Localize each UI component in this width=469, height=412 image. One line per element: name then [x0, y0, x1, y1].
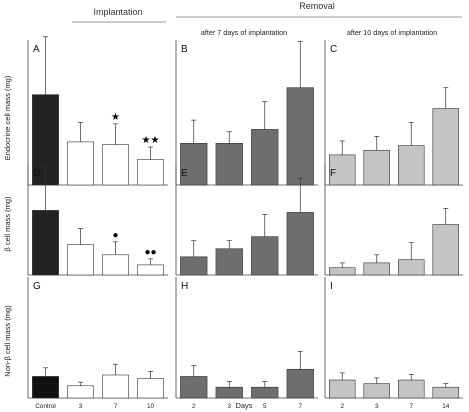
subheader-10-days: after 10 days of implantation	[347, 28, 437, 37]
panel-i-bar-3	[398, 379, 425, 399]
panel-a-significance-3: ★	[111, 112, 120, 123]
panel-i-label: I	[330, 281, 333, 292]
panel-d-label: D	[33, 168, 40, 179]
panel-i-tick-3: 7	[409, 403, 413, 410]
panel-b-label: B	[181, 44, 188, 55]
panel-h-bar-2	[215, 386, 243, 399]
panel-i-bar-1	[329, 379, 356, 399]
panel-e-bar-3	[251, 236, 279, 276]
panel-c-bar-3	[398, 145, 425, 186]
panel-f: F	[324, 164, 463, 276]
panel-c-bar-2	[363, 149, 390, 186]
panel-h: H 2 3 5 7	[175, 277, 318, 410]
panel-e-bar-2	[215, 248, 243, 276]
panel-g-tick-1: Control	[35, 403, 56, 410]
panel-d: D●●●	[27, 164, 168, 276]
panel-d-significance-4: ●●	[144, 247, 156, 258]
panel-f-bar-2	[363, 262, 390, 276]
panel-i-bar-2	[363, 383, 390, 399]
panel-e: E	[175, 164, 318, 276]
subheader-7-days: after 7 days of implantation	[201, 28, 287, 37]
panel-f-bar-3	[398, 259, 425, 276]
panel-d-bar-3	[102, 254, 129, 276]
panel-i: I 2 3 7 14	[324, 277, 463, 410]
panel-b: B	[175, 40, 318, 186]
panel-b-bar-2	[215, 143, 243, 186]
panel-h-bar-3	[251, 386, 279, 399]
panel-e-bar-4	[286, 212, 314, 276]
panel-d-bar-2	[67, 244, 94, 276]
panel-g-bar-1	[32, 376, 59, 399]
x-axis-label: Days	[235, 401, 252, 410]
panel-a-bar-4	[137, 159, 164, 186]
panel-a: A★★★	[27, 36, 168, 186]
ylabel-beta: β cell mass (mg)	[3, 196, 12, 252]
panel-h-label: H	[181, 281, 188, 292]
panel-h-tick-4: 7	[298, 403, 302, 410]
panel-h-bar-4	[286, 368, 314, 399]
panel-b-bar-3	[251, 129, 279, 186]
header-removal: Removal	[299, 1, 335, 11]
panel-a-label: A	[33, 44, 40, 55]
panel-g-bar-2	[67, 385, 94, 399]
panel-a-bar-2	[67, 141, 94, 186]
panel-i-tick-4: 14	[442, 403, 450, 410]
panel-g-tick-2: 3	[79, 403, 83, 410]
panel-h-tick-2: 3	[227, 403, 231, 410]
panel-g-tick-4: 10	[147, 403, 155, 410]
panel-c-label: C	[330, 44, 337, 55]
panel-e-bar-1	[180, 256, 208, 276]
panel-b-bar-4	[286, 87, 314, 186]
panel-h-tick-1: 2	[192, 403, 196, 410]
panel-e-label: E	[181, 168, 188, 179]
panel-i-tick-1: 2	[340, 403, 344, 410]
panel-c-bar-4	[432, 108, 459, 186]
panel-g: G Control 3 7 10	[27, 277, 168, 410]
panel-h-tick-3: 5	[263, 403, 267, 410]
panel-i-bar-4	[432, 386, 459, 399]
panel-d-bar-1	[32, 210, 59, 276]
ylabel-non-beta: Non-β cell mass (mg)	[3, 305, 12, 377]
panel-g-label: G	[33, 281, 41, 292]
panel-i-tick-2: 3	[375, 403, 379, 410]
panel-f-bar-4	[432, 224, 459, 276]
panel-d-significance-3: ●	[112, 230, 118, 241]
panel-b-bar-1	[180, 143, 208, 186]
panel-g-bar-4	[137, 378, 164, 399]
panel-a-bar-3	[102, 144, 129, 186]
panel-a-significance-4: ★★	[142, 135, 160, 146]
panel-d-bar-4	[137, 264, 164, 276]
header-implantation: Implantation	[93, 7, 142, 17]
panel-g-bar-3	[102, 374, 129, 399]
panel-f-bar-1	[329, 267, 356, 276]
panel-c: C	[324, 40, 463, 186]
panel-f-label: F	[330, 168, 336, 179]
ylabel-endocrine: Endocrine cell mass (mg)	[3, 75, 12, 160]
panel-h-bar-1	[180, 376, 208, 399]
panel-g-tick-3: 7	[114, 403, 118, 410]
